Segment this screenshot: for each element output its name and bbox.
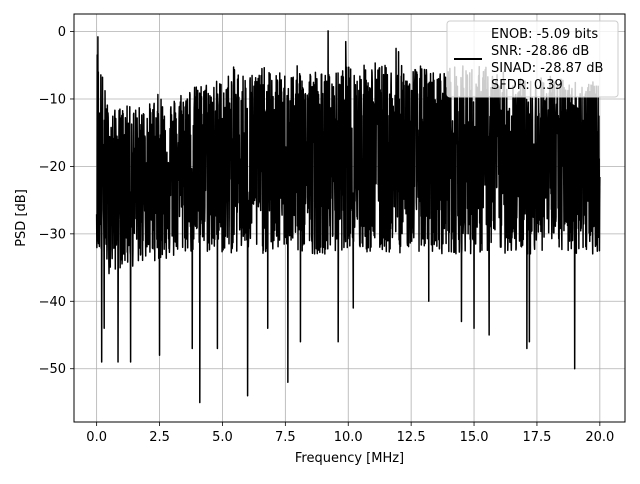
y-tick-label: −10 (39, 92, 66, 107)
plot-frame (73, 13, 626, 423)
legend-sinad: SINAD: -28.87 dB (491, 61, 603, 76)
x-tick-label: 7.5 (275, 430, 296, 445)
x-tick-label: 0.0 (86, 430, 107, 445)
legend-sfdr: SFDR: 0.39 (491, 78, 563, 93)
y-tick-label: −30 (39, 227, 66, 242)
legend-snr: SNR: -28.86 dB (491, 44, 589, 59)
data-layer (95, 30, 601, 404)
ticks: 0.0 2.5 5.0 7.5 10.0 12.5 15.0 17.5 20.0 0 −10 −20 −… (39, 25, 615, 445)
y-tick-label: −20 (39, 160, 66, 175)
y-tick-label: −50 (39, 362, 66, 377)
x-tick-label: 17.5 (522, 430, 551, 445)
x-tick-label: 20.0 (585, 430, 614, 445)
x-tick-label: 5.0 (212, 430, 233, 445)
x-tick-label: 12.5 (397, 430, 426, 445)
x-tick-label: 2.5 (149, 430, 170, 445)
legend-enob: ENOB: -5.09 bits (491, 27, 598, 42)
legend-box (446, 20, 619, 98)
x-tick-label: 10.0 (334, 430, 363, 445)
legend: ENOB: -5.09 bits SNR: -28.86 dB SINAD: -… (446, 20, 619, 98)
y-tick-label: −40 (39, 295, 66, 310)
x-axis-label: Frequency [MHz] (295, 451, 404, 466)
x-tick-label: 15.0 (460, 430, 489, 445)
y-tick-label: 0 (58, 25, 66, 40)
psd-series-line (95, 30, 601, 404)
y-axis-label: PSD [dB] (14, 189, 29, 247)
